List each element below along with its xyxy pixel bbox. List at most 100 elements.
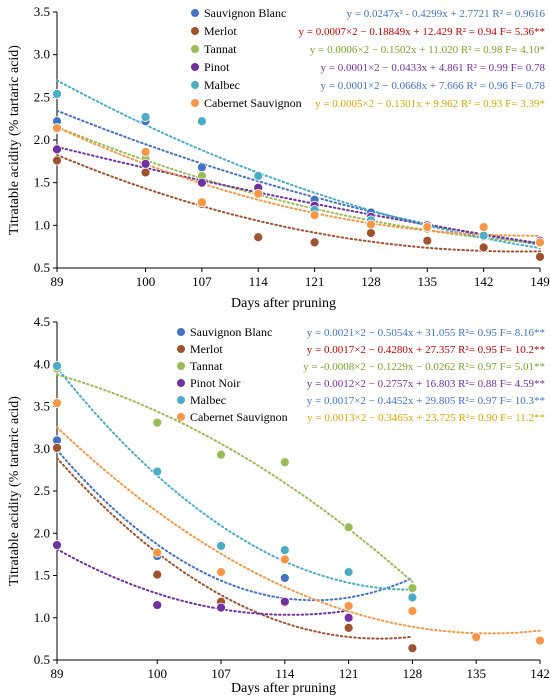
legend-marker	[177, 379, 185, 387]
point-cabernet-sauvignon	[216, 567, 226, 578]
x-tick-label: 121	[305, 274, 325, 289]
legend-label: Pinot Noir	[190, 376, 240, 390]
legend-label: Malbec	[204, 78, 240, 92]
legend-label: Malbec	[190, 393, 226, 407]
y-axis-label: Titratable acidity (% tartaric acid)	[7, 45, 22, 235]
trend-equation: y = -0.0008×2 − 0.1229x − 0.0262 R²= 0.9…	[303, 361, 545, 373]
x-tick-label: 149	[530, 274, 550, 289]
point-merlot	[52, 443, 62, 453]
x-tick-label: 142	[474, 274, 494, 289]
point-cabernet-sauvignon	[253, 188, 264, 199]
legend-marker	[191, 45, 199, 53]
point-tannat	[152, 417, 163, 428]
trend-equation: y = 0.0005×2 − 0.1301x + 9.962 R² = 0.93…	[315, 98, 545, 110]
point-cabernet-sauvignon	[407, 606, 418, 616]
point-pinot	[196, 177, 207, 188]
legend-label: Sauvignon Blanc	[204, 6, 286, 20]
trendline-tannat	[56, 373, 414, 583]
point-cabernet-sauvignon	[279, 554, 290, 565]
legend-label: Merlot	[204, 24, 237, 38]
chart-bottom: 0.5 1.0 1.5 2.0 2.5 3.0 3.5 4.0 4.5 89 100 107 114 12…	[7, 314, 550, 696]
trend-equation: y = 0.0247x² - 0.4299x + 2.7721 R² = 0.9…	[347, 8, 546, 20]
legend-marker	[177, 413, 185, 421]
y-axis-label: Titratable acidity (% tartaric acid)	[7, 396, 22, 586]
point-pinot-noir	[279, 596, 290, 607]
x-tick-label: 135	[466, 666, 486, 681]
trend-equation: y = 0.0017×2 − 0.4280x + 27.357 R²= 0.95…	[307, 344, 545, 356]
trendline-malbec	[56, 366, 414, 591]
y-tick-label: 2.0	[34, 525, 50, 540]
legend-marker	[177, 362, 185, 370]
point-cabernet-sauvignon	[535, 635, 545, 646]
point-merlot	[478, 242, 489, 253]
point-merlot	[535, 252, 545, 262]
x-tick-label: 121	[339, 666, 359, 681]
point-pinot	[140, 158, 151, 169]
legend-label: Cabernet Sauvignon	[190, 410, 288, 424]
point-malbec	[407, 592, 418, 603]
point-malbec	[52, 89, 62, 99]
point-merlot	[253, 232, 264, 243]
point-merlot	[343, 622, 354, 633]
trend-equation: y = 0.0001×2 − 0.0433x + 4.861 R² = 0.99…	[321, 62, 546, 74]
legend-marker	[191, 81, 199, 89]
x-axis-label: Days after pruning	[231, 681, 336, 696]
point-sauvignon-blanc	[279, 573, 290, 583]
point-tannat	[343, 522, 354, 533]
x-tick-label: 89	[51, 274, 64, 289]
legend-label: Pinot	[204, 60, 230, 74]
y-tick-label: 1.5	[34, 568, 50, 583]
trendline-merlot	[56, 154, 541, 253]
point-malbec	[140, 112, 151, 122]
legend-label: Cabernet Sauvignon	[204, 96, 302, 110]
point-malbec	[196, 116, 207, 127]
x-tick-label: 128	[361, 274, 381, 289]
legend-label: Tannat	[204, 42, 237, 56]
point-pinot-noir	[343, 612, 354, 623]
point-tannat	[279, 457, 290, 468]
x-tick-label: 114	[249, 274, 269, 289]
x-tick-label: 114	[275, 666, 295, 681]
x-tick-label: 100	[147, 666, 167, 681]
y-tick-label: 2.0	[34, 132, 50, 147]
point-malbec	[152, 466, 163, 477]
point-pinot-noir	[52, 540, 62, 550]
legend-marker	[191, 99, 199, 107]
legend-marker	[177, 328, 185, 336]
legend-label: Merlot	[190, 342, 223, 356]
point-merlot	[422, 235, 433, 246]
point-merlot	[152, 569, 163, 580]
point-pinot-noir	[152, 600, 163, 610]
point-malbec	[253, 170, 264, 181]
point-tannat	[216, 449, 226, 460]
chart-top: 0.5 1.0 1.5 2.0 2.5 3.0 3.5 89 100 107 114 121 128 13…	[7, 4, 550, 311]
trendline-merlot	[56, 457, 414, 640]
point-cabernet-sauvignon	[52, 123, 62, 133]
legend-marker	[191, 63, 199, 71]
y-tick-label: 4.5	[34, 314, 50, 329]
legend-marker	[177, 345, 185, 353]
legend-marker	[191, 27, 199, 35]
trend-equation: y = 0.0007×2 − 0.18849x + 12.429 R² = 0.…	[299, 26, 545, 38]
trendline-tannat	[56, 126, 541, 245]
x-tick-label: 107	[192, 274, 212, 289]
point-tannat	[407, 583, 418, 594]
point-merlot	[407, 643, 418, 654]
y-tick-label: 3.0	[34, 47, 50, 62]
y-tick-label: 2.5	[34, 89, 50, 104]
trend-equation: y = 0.0021×2 − 0.5054x + 31.055 R²= 0.95…	[307, 327, 545, 339]
y-tick-label: 4.0	[34, 356, 50, 371]
point-pinot	[52, 144, 62, 155]
point-malbec	[279, 545, 290, 556]
legend-label: Sauvignon Blanc	[190, 325, 272, 339]
y-tick-label: 0.5	[34, 652, 50, 667]
trendline-sauvignon-blanc	[56, 109, 541, 246]
trend-equation: y = 0.0012×2 − 0.2757x + 16.803 R²= 0.88…	[307, 378, 545, 390]
point-cabernet-sauvignon	[52, 398, 62, 409]
point-cabernet-sauvignon	[140, 147, 151, 157]
y-tick-label: 3.5	[34, 399, 50, 414]
legend-marker	[191, 9, 199, 17]
y-tick-label: 1.0	[34, 610, 50, 625]
y-tick-label: 1.5	[34, 175, 50, 190]
